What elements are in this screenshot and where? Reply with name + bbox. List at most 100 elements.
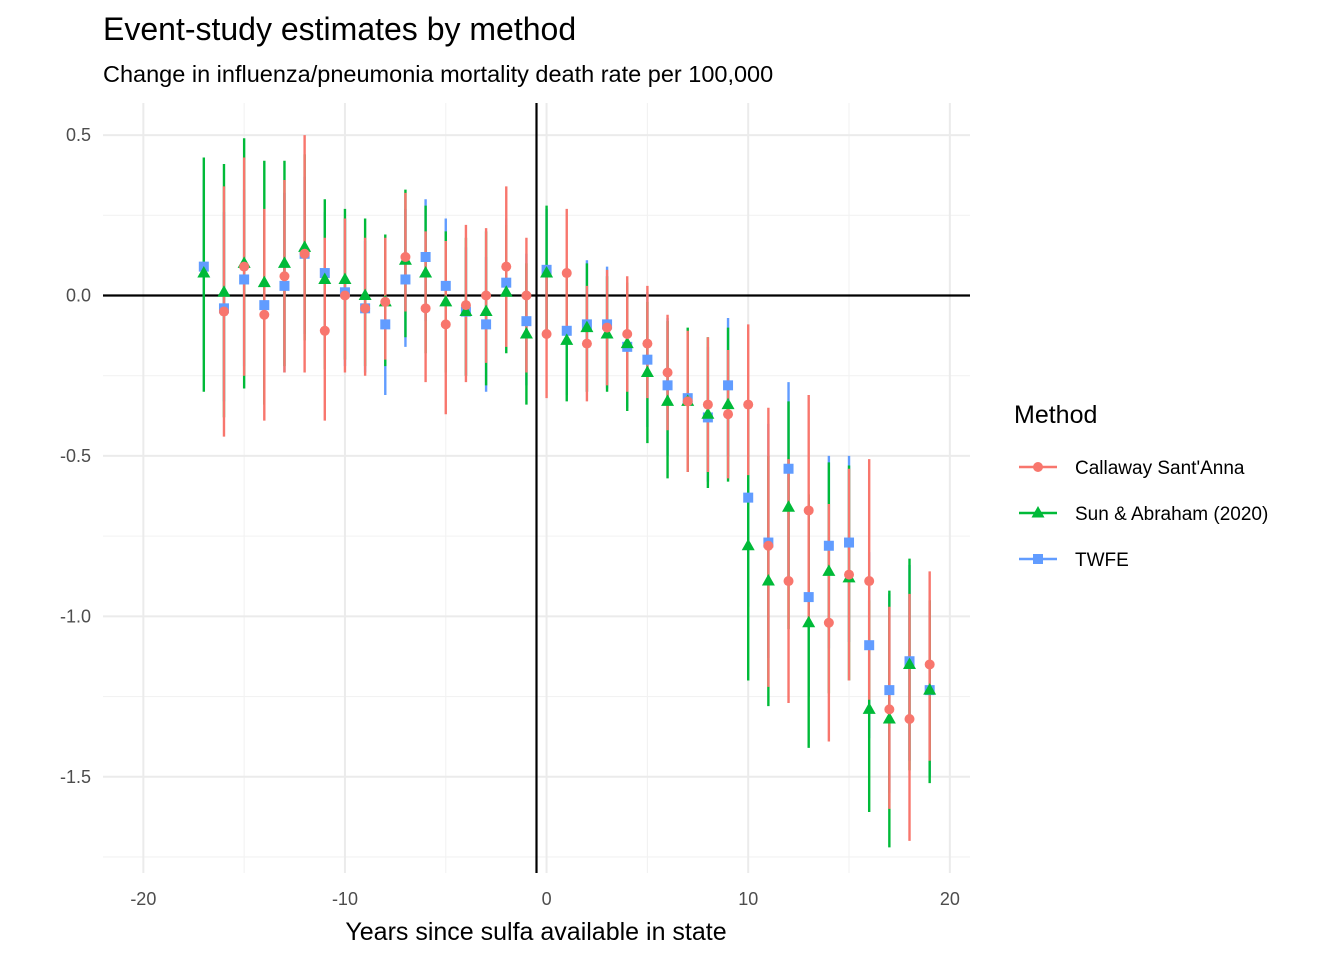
y-tick-label: 0.5 — [66, 125, 91, 145]
point-square — [279, 280, 290, 291]
point-triangle — [257, 275, 271, 288]
x-axis-label: Years since sulfa available in state — [345, 918, 726, 946]
point-square — [823, 540, 834, 551]
point-circle — [279, 271, 290, 282]
chart-title: Event-study estimates by method — [103, 11, 576, 47]
point-circle — [823, 617, 834, 628]
point-square — [561, 325, 572, 336]
x-tick-label: -10 — [332, 889, 358, 909]
point-square — [440, 280, 451, 291]
point-triangle — [499, 285, 513, 297]
point-square — [864, 640, 875, 651]
point-triangle — [620, 336, 634, 349]
point-circle — [783, 576, 794, 587]
point-square — [642, 354, 653, 365]
point-circle — [662, 367, 673, 378]
point-triangle — [903, 657, 917, 669]
point-circle — [864, 576, 875, 587]
point-square — [481, 319, 492, 330]
point-triangle — [338, 272, 352, 284]
point-circle — [440, 319, 451, 330]
point-circle — [420, 303, 431, 314]
point-triangle — [439, 294, 453, 307]
point-triangle — [923, 683, 937, 695]
point-triangle — [701, 407, 715, 419]
y-tick-label: -1.0 — [60, 606, 91, 626]
point-square — [884, 685, 895, 696]
point-triangle — [419, 266, 433, 278]
point-square — [400, 274, 411, 285]
point-circle — [642, 338, 653, 349]
x-tick-label: -20 — [130, 889, 156, 909]
point-circle — [682, 396, 693, 407]
point-circle — [521, 290, 532, 301]
point-circle — [400, 252, 411, 262]
reference-lines — [103, 103, 970, 873]
point-circle — [904, 714, 915, 724]
x-tick-label: 0 — [542, 889, 552, 909]
point-square — [844, 537, 855, 548]
point-triangle — [540, 266, 554, 278]
plot-marks — [197, 135, 937, 848]
point-square — [501, 277, 512, 288]
point-circle — [622, 329, 633, 339]
point-circle — [218, 306, 229, 317]
point-square — [420, 252, 431, 262]
legend-key-circle — [1033, 462, 1043, 472]
point-triangle — [479, 304, 493, 317]
point-circle — [844, 569, 855, 580]
point-circle — [481, 290, 492, 301]
legend-title: Method — [1014, 401, 1097, 429]
point-triangle — [741, 538, 755, 551]
y-tick-label: 0.0 — [66, 286, 91, 306]
point-square — [662, 380, 673, 391]
point-square — [743, 492, 754, 503]
x-tick-label: 20 — [940, 889, 960, 909]
point-circle — [380, 296, 391, 307]
point-square — [803, 592, 814, 603]
legend-key-square — [1033, 554, 1043, 564]
point-circle — [360, 303, 371, 314]
legend: Method Callaway Sant'Anna Sun & Abraham (… — [1014, 401, 1268, 571]
point-circle — [299, 248, 310, 259]
point-triangle — [217, 285, 231, 297]
point-circle — [803, 505, 814, 516]
x-axis-ticks: -20 -10 0 10 20 — [130, 889, 960, 909]
point-square — [723, 380, 734, 391]
point-triangle — [318, 272, 332, 284]
y-axis-ticks: -1.5 -1.0 -0.5 0.0 0.5 — [60, 125, 91, 787]
point-circle — [884, 704, 895, 715]
legend-key-triangle — [1031, 506, 1045, 518]
y-tick-label: -1.5 — [60, 767, 91, 787]
point-triangle — [862, 702, 876, 714]
point-triangle — [882, 712, 896, 724]
point-triangle — [822, 564, 836, 576]
legend-label: Sun & Abraham (2020) — [1075, 504, 1268, 525]
point-circle — [460, 300, 471, 311]
point-square — [239, 274, 250, 285]
point-circle — [702, 399, 713, 410]
legend-label: Callaway Sant'Anna — [1075, 458, 1245, 479]
point-square — [783, 463, 794, 474]
point-triangle — [721, 397, 735, 410]
point-triangle — [580, 320, 594, 333]
x-tick-label: 10 — [738, 889, 758, 909]
point-triangle — [298, 240, 312, 252]
point-triangle — [782, 500, 796, 512]
point-triangle — [600, 327, 614, 339]
chart-subtitle: Change in influenza/pneumonia mortality … — [103, 61, 773, 87]
y-tick-label: -0.5 — [60, 446, 91, 466]
point-circle — [541, 329, 552, 339]
point-square — [521, 316, 532, 327]
legend-label: TWFE — [1075, 550, 1129, 571]
point-square — [259, 300, 270, 311]
point-circle — [602, 322, 613, 333]
point-triangle — [459, 304, 473, 317]
point-square — [380, 319, 391, 330]
point-circle — [259, 309, 270, 320]
point-triangle — [640, 365, 654, 377]
point-circle — [239, 261, 250, 272]
point-circle — [339, 290, 350, 301]
point-circle — [723, 409, 734, 420]
